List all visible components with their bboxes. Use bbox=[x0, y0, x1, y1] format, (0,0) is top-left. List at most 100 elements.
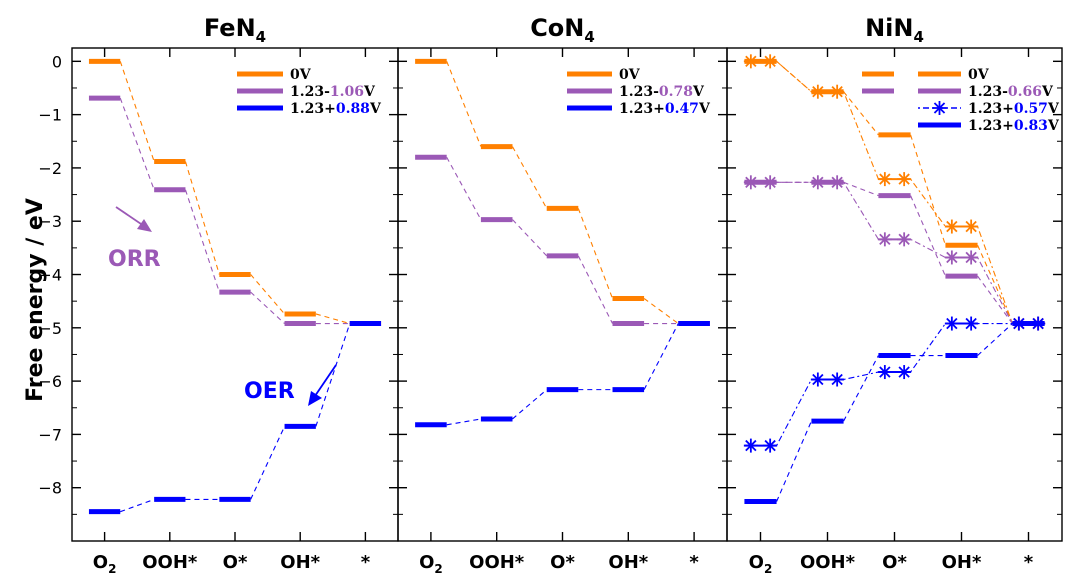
chart-0-xtick-label-0-main: O bbox=[93, 552, 108, 573]
chart-0-xtick-label-0: O2 bbox=[93, 552, 117, 576]
chart-2-series-3-star-a-0-stroke-3 bbox=[745, 176, 757, 188]
chart-2-xtick-label-3-main: OH* bbox=[942, 552, 982, 573]
chart-2-legend-label-1: 1.23-0.66V bbox=[968, 84, 1054, 100]
chart-1-series-0-connector-0 bbox=[446, 61, 482, 147]
chart-2-series-2-connector-3 bbox=[977, 275, 1013, 324]
chart-2-legend-label-2-suffix: V bbox=[1047, 101, 1060, 117]
chart-2-title-sub: 4 bbox=[913, 28, 923, 46]
chart-0-series-0-connector-1 bbox=[184, 161, 220, 275]
chart-0-xtick-label-3-main: OH* bbox=[280, 552, 320, 573]
chart-1-legend-label-2: 1.23+0.47V bbox=[619, 101, 711, 117]
chart-0-legend-label-1: 1.23-1.06V bbox=[290, 84, 376, 100]
chart-1-legend-label-2-prefix: 1.23+ bbox=[619, 101, 665, 117]
chart-0-series-1-connector-1 bbox=[184, 189, 220, 293]
chart-2-series-3-star-a-2-stroke-3 bbox=[879, 233, 891, 246]
chart-0-oer-arrow-head bbox=[308, 391, 322, 406]
chart-0-series-2-connector-2 bbox=[250, 426, 286, 500]
chart-1-xtick-label-3: OH* bbox=[608, 552, 648, 573]
chart-0-annotation-oer: OER bbox=[244, 364, 337, 406]
chart-2-series-4-star-b-3-stroke-3 bbox=[965, 317, 977, 330]
chart-2-xtick-label-0: O2 bbox=[749, 552, 773, 576]
y-axis-label: Free energy / eV bbox=[23, 198, 48, 402]
chart-0-series-1 bbox=[88, 95, 382, 327]
chart-0-xtick-label-1: OOH* bbox=[142, 552, 198, 573]
chart-0-legend-label-2-value: 0.88 bbox=[336, 101, 370, 117]
chart-0-ytick-label-8: −8 bbox=[38, 479, 62, 498]
chart-2-title-main: NiN bbox=[865, 14, 913, 42]
chart-2-series-1-connector-1 bbox=[843, 91, 879, 180]
chart-1-series-1-connector-0 bbox=[446, 156, 482, 220]
chart-2-series-3-star-b-2-stroke-3 bbox=[898, 233, 910, 246]
chart-1-legend-label-1-prefix: 1.23- bbox=[619, 84, 659, 100]
chart-0-series-2-connector-0 bbox=[120, 498, 155, 513]
chart-1-series-0-connector-2 bbox=[577, 208, 614, 299]
chart-1-series-2-connector-3 bbox=[643, 323, 679, 390]
chart-0: FeN4 0 −1 −2 −3 −4 −5 −6 −7 −8 O2 OOH* O* OH* * 0V1.23-… bbox=[38, 14, 399, 576]
chart-2-series-3-connector-2 bbox=[910, 238, 946, 258]
chart-2-xtick-label-4-main: * bbox=[1024, 552, 1034, 573]
chart-0-legend-label-2-suffix: V bbox=[369, 101, 382, 117]
chart-2-legend-label-3-value: 0.83 bbox=[1014, 118, 1048, 134]
chart-2-series-4-star-b-1-stroke-3 bbox=[831, 373, 843, 386]
chart-1-xtick-label-2-main: O* bbox=[550, 552, 575, 573]
chart-2-legend-label-1-value: 0.66 bbox=[1008, 84, 1042, 100]
chart-2-series-1-star-b-0-stroke-3 bbox=[764, 55, 776, 68]
chart-2-series-0-connector-1 bbox=[843, 91, 879, 136]
chart-1-series-1-connector-2 bbox=[577, 255, 613, 324]
chart-0-xtick-label-2: O* bbox=[223, 552, 248, 573]
chart-0-oer-label: OER bbox=[244, 379, 295, 404]
chart-2-legend-label-1-suffix: V bbox=[1041, 84, 1054, 100]
chart-1-xtick-label-4: * bbox=[689, 552, 699, 573]
chart-1-xtick-label-4-main: * bbox=[689, 552, 699, 573]
chart-2-series-4-star-b-0-stroke-3 bbox=[764, 439, 776, 452]
chart-0-orr-label: ORR bbox=[108, 247, 161, 272]
chart-1-series-2-connector-1 bbox=[512, 389, 548, 420]
chart-1-legend-label-0-prefix: 0V bbox=[619, 67, 641, 83]
chart-1-series-0-connector-1 bbox=[512, 146, 548, 209]
chart-2-xtick-label-0-main: O bbox=[749, 552, 764, 573]
chart-2-legend-label-3: 1.23+0.83V bbox=[968, 118, 1060, 134]
chart-1-xtick-label-0-main: O bbox=[419, 552, 434, 573]
chart-0-xtick-label-4-main: * bbox=[361, 552, 371, 573]
chart-2-series-4 bbox=[743, 316, 1046, 453]
chart-1-xtick-label-0-sub: 2 bbox=[434, 562, 442, 576]
chart-2-legend-label-2-prefix: 1.23+ bbox=[968, 101, 1014, 117]
chart-2-series-4-connector-1 bbox=[843, 371, 879, 381]
chart-1-series-2 bbox=[415, 321, 710, 428]
chart-1-title: CoN4 bbox=[530, 14, 595, 46]
chart-1-legend-label-1-value: 0.78 bbox=[659, 84, 693, 100]
chart-0-xtick-label-3: OH* bbox=[280, 552, 320, 573]
chart-2-title: NiN4 bbox=[865, 14, 924, 46]
chart-0-series-0-connector-3 bbox=[315, 313, 350, 325]
chart-2-series-3-connector-3 bbox=[977, 257, 1013, 324]
chart-0-oer-arrow-shaft bbox=[314, 364, 337, 397]
chart-2-legend-label-1-prefix: 1.23- bbox=[968, 84, 1008, 100]
chart-0-ytick-label-3: −3 bbox=[38, 212, 62, 231]
chart-0-legend-label-1-value: 1.06 bbox=[330, 84, 364, 100]
chart-2-legend-star-2-stroke-3 bbox=[933, 102, 946, 114]
chart-2-series-1-star-b-2-stroke-3 bbox=[898, 173, 910, 185]
chart-2-series-2 bbox=[744, 179, 1045, 327]
chart-1-xtick-label-1: OOH* bbox=[469, 552, 525, 573]
chart-1-legend-label-2-value: 0.47 bbox=[665, 101, 699, 117]
chart-2-series-1-star-a-0-stroke-3 bbox=[745, 55, 757, 68]
chart-0-legend-label-0: 0V bbox=[290, 67, 312, 83]
chart-2-series-3-star-b-0-stroke-3 bbox=[764, 176, 776, 188]
chart-1-legend-label-1: 1.23-0.78V bbox=[619, 84, 705, 100]
chart-1-legend-label-0: 0V bbox=[619, 67, 641, 83]
chart-1-xtick-label-2: O* bbox=[550, 552, 575, 573]
chart-2-series-4-star-a-1-stroke-3 bbox=[812, 373, 824, 386]
chart-0-series-0-connector-2 bbox=[250, 274, 285, 315]
chart-1-series-1 bbox=[415, 154, 710, 327]
chart-1-title-main: CoN bbox=[530, 14, 584, 42]
chart-2-legend-label-0: 0V bbox=[968, 67, 990, 83]
chart-0-title: FeN4 bbox=[204, 14, 266, 46]
chart-2-series-1-star-a-1-stroke-3 bbox=[812, 86, 824, 98]
chart-1-frame bbox=[397, 47, 728, 542]
chart-0-ytick-label-1: −1 bbox=[38, 106, 62, 125]
chart-2-xtick-label-4: * bbox=[1024, 552, 1034, 573]
chart-0-legend-label-1-suffix: V bbox=[363, 84, 376, 100]
